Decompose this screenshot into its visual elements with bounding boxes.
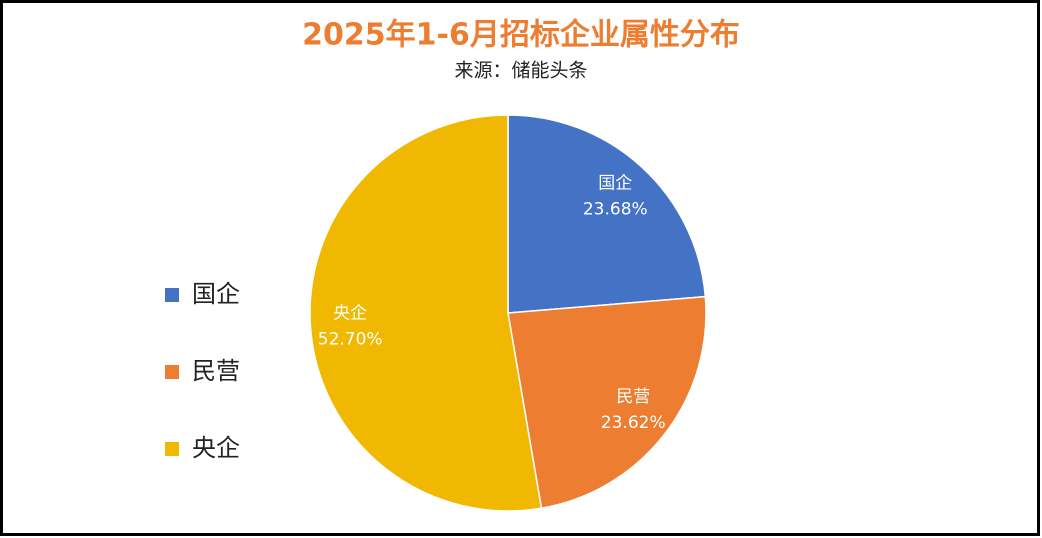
chart-subtitle: 来源：储能头条 (454, 60, 587, 82)
legend-swatch (165, 288, 179, 302)
slice-value-label: 52.70% (318, 329, 383, 349)
legend-label: 民营 (192, 357, 240, 385)
pie-slice (309, 114, 543, 512)
chart-title: 2025年1-6月招标企业属性分布 (302, 18, 740, 53)
pie-slice (507, 114, 707, 314)
legend-label: 央企 (192, 434, 240, 462)
legend-swatch (165, 365, 179, 379)
slice-value-label: 23.68% (583, 199, 648, 219)
slice-category-label: 民营 (616, 387, 650, 407)
pie-slice (507, 295, 707, 510)
slice-category-label: 央企 (333, 303, 367, 323)
slice-value-label: 23.62% (601, 413, 666, 433)
slice-category-label: 国企 (598, 173, 632, 193)
legend-label: 国企 (192, 280, 240, 308)
legend-swatch (165, 442, 179, 456)
